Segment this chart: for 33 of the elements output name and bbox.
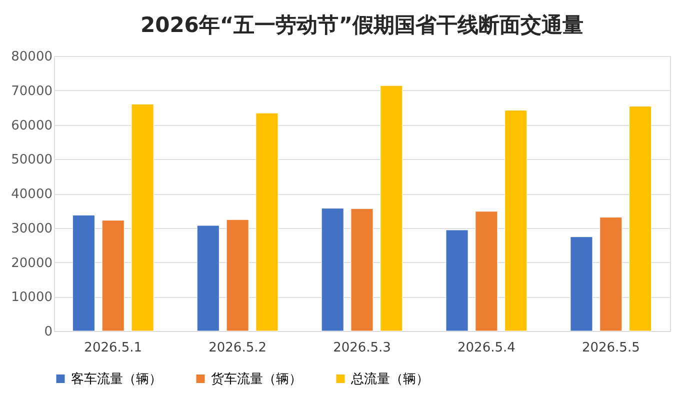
bar: [600, 216, 622, 332]
y-tick-label: 80000: [11, 50, 52, 64]
legend-label: 货车流量（辆）: [211, 370, 302, 387]
bar: [131, 104, 154, 332]
chart-title: 2026年“五一劳动节”假期国省干线断面交通量: [140, 13, 584, 37]
bar: [446, 230, 468, 332]
y-tick-label: 10000: [11, 290, 52, 306]
x-tick-label: 2026.5.1: [84, 340, 142, 356]
bar: [350, 208, 374, 332]
x-tick-label: 2026.5.4: [458, 340, 516, 356]
bar: [504, 110, 528, 332]
x-tick-label: 2026.5.3: [333, 340, 391, 356]
bar: [196, 225, 220, 332]
x-tick-label: 2026.5.5: [582, 340, 640, 356]
y-tick-label: 0: [44, 324, 52, 340]
x-tick-label: 2026.5.2: [208, 340, 266, 356]
bar: [72, 214, 95, 332]
y-tick-label: 60000: [11, 118, 52, 134]
y-tick-label: 30000: [11, 221, 52, 236]
bar: [475, 211, 498, 332]
bar: [102, 220, 124, 332]
bar: [380, 85, 403, 332]
y-tick-label: 20000: [11, 256, 52, 271]
bar: [256, 112, 278, 332]
y-tick-label: 70000: [11, 84, 52, 99]
bar: [570, 236, 593, 332]
y-tick-label: 50000: [11, 152, 52, 168]
legend-label: 客车流量（辆）: [71, 370, 162, 387]
bar: [321, 208, 344, 332]
y-tick-label: 40000: [11, 187, 52, 202]
legend-label: 总流量（辆）: [350, 370, 429, 387]
bar: [629, 106, 652, 332]
bar: [226, 219, 249, 332]
